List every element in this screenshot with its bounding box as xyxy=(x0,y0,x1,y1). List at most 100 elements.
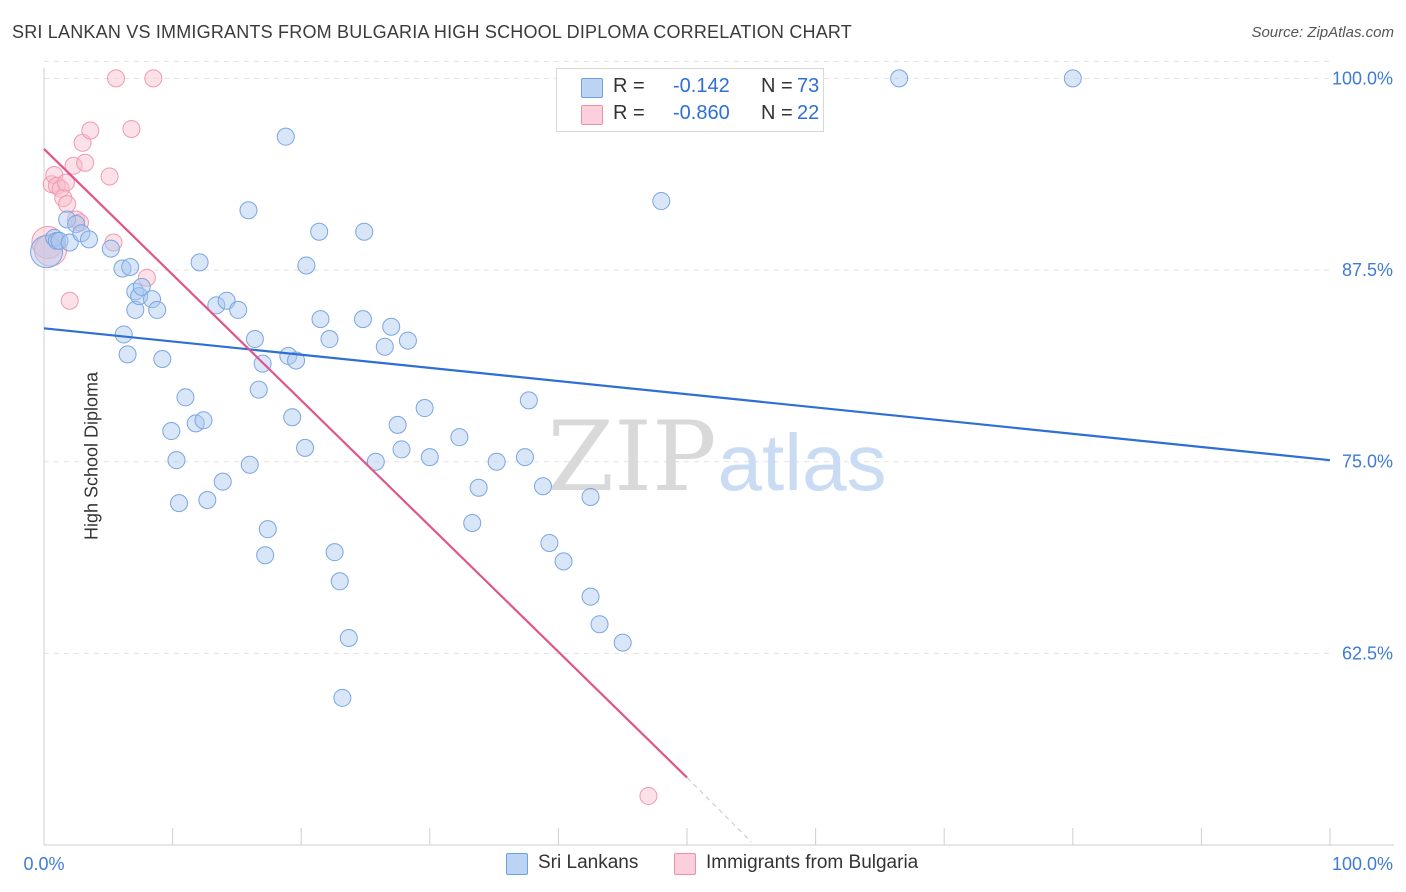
legend-r-value: -0.860 xyxy=(673,102,730,124)
srilankan-point xyxy=(276,127,295,146)
y-tick-label: 62.5% xyxy=(1342,643,1393,663)
y-tick-label: 87.5% xyxy=(1342,260,1393,280)
srilankan-point xyxy=(239,201,258,220)
watermark-atlas: atlas xyxy=(718,418,887,507)
srilankan-point xyxy=(339,629,358,648)
srilankan-point xyxy=(382,317,401,336)
source-credit: Source: ZipAtlas.com xyxy=(1251,24,1394,41)
srilankan-point xyxy=(249,380,268,399)
legend-n-value: 73 xyxy=(797,75,820,97)
bulgaria-point xyxy=(137,268,156,287)
srilankan-point xyxy=(245,330,264,349)
srilankan-point xyxy=(240,455,259,474)
srilankan-point xyxy=(101,239,120,258)
legend-n-value: 22 xyxy=(797,102,820,124)
srilankan-point xyxy=(450,428,469,447)
bulgaria-point xyxy=(60,291,79,310)
bottom-legend-swatch-srilankans xyxy=(506,853,528,875)
srilankan-point xyxy=(325,543,344,562)
bulgaria-point xyxy=(107,69,126,88)
srilankan-point xyxy=(170,494,189,513)
bulgaria-point xyxy=(144,69,163,88)
srilankan-point xyxy=(176,388,195,407)
chart-title: SRI LANKAN VS IMMIGRANTS FROM BULGARIA H… xyxy=(12,22,853,42)
srilankan-point xyxy=(126,300,145,319)
srilankan-point xyxy=(213,472,232,491)
srilankan-point xyxy=(143,290,162,309)
srilankan-point xyxy=(392,440,411,459)
y-tick-labels: 62.5% 75.0% 87.5% 100.0% xyxy=(1332,68,1393,663)
srilankan-point xyxy=(463,514,482,533)
srilankan-point xyxy=(113,259,132,278)
bulgaria-point xyxy=(639,786,658,805)
srilankan-point xyxy=(333,688,352,707)
srilankan-point xyxy=(167,451,186,470)
srilankan-point xyxy=(297,256,316,275)
srilankan-point xyxy=(590,615,609,634)
srilankan-point xyxy=(118,345,137,364)
srilankan-point xyxy=(58,210,77,229)
srilankan-point xyxy=(190,253,209,272)
x-tick-label: 0.0% xyxy=(23,854,64,874)
legend-r-value: -0.142 xyxy=(673,75,730,97)
x-tick-label: 100.0% xyxy=(1332,854,1393,874)
srilankan-point xyxy=(311,310,330,329)
srilankan-point xyxy=(67,215,86,234)
srilankan-point xyxy=(148,300,167,319)
srilankan-point xyxy=(330,572,349,591)
srilankan-point xyxy=(420,448,439,467)
watermark-zip: ZIP xyxy=(547,401,716,513)
srilankan-point xyxy=(388,415,407,434)
srilankan-point xyxy=(375,337,394,356)
legend-r-label: R = xyxy=(613,75,645,97)
legend-swatch-bulgaria xyxy=(581,105,603,125)
srilankan-point xyxy=(310,222,329,241)
legend-n-label: N = xyxy=(761,75,793,97)
srilankan-point xyxy=(153,349,172,368)
y-tick-label: 100.0% xyxy=(1332,68,1393,88)
srilankan-point xyxy=(198,491,217,510)
srilankan-point xyxy=(283,408,302,427)
srilankan-point xyxy=(613,633,632,652)
srilankan-point xyxy=(320,330,339,349)
grid-lines xyxy=(44,60,1330,654)
axes xyxy=(43,68,1394,846)
srilankan-point xyxy=(162,422,181,441)
legend-swatch-srilankans xyxy=(581,78,603,98)
srilankan-point xyxy=(366,452,385,471)
trend-lines xyxy=(43,148,1331,843)
series-bulgaria-points xyxy=(31,69,658,805)
series-srilankan-points xyxy=(30,69,1082,707)
legend-r-label: R = xyxy=(613,102,645,124)
srilankan-point xyxy=(121,257,140,276)
srilankan-trend-line xyxy=(43,327,1331,462)
x-tick-labels: 0.0% 100.0% xyxy=(23,854,1393,874)
y-tick-label: 75.0% xyxy=(1342,452,1393,472)
srilankan-point xyxy=(652,192,671,211)
bottom-legend-label-bulgaria: Immigrants from Bulgaria xyxy=(706,852,919,873)
srilankan-point xyxy=(296,438,315,457)
srilankan-point xyxy=(533,477,552,496)
srilankan-point xyxy=(890,69,909,88)
srilankan-point xyxy=(207,296,226,315)
srilankan-point xyxy=(487,452,506,471)
srilankan-point xyxy=(515,448,534,467)
srilankan-point xyxy=(256,546,275,565)
srilankan-point xyxy=(469,478,488,497)
legend-n-label: N = xyxy=(761,102,793,124)
srilankan-point xyxy=(258,520,277,539)
srilankan-point xyxy=(581,587,600,606)
bulgaria-point xyxy=(64,156,83,175)
srilankan-point xyxy=(287,351,306,370)
bulgaria-point xyxy=(100,167,119,186)
srilankan-point xyxy=(581,487,600,506)
srilankan-point xyxy=(519,391,538,410)
stats-legend: R = -0.142 N = 73 R = -0.860 N = 22 xyxy=(556,68,824,132)
bulgaria-point xyxy=(31,225,65,259)
bulgaria-point xyxy=(81,121,100,140)
bulgaria-point xyxy=(122,119,141,138)
srilankan-point xyxy=(114,325,133,344)
srilankan-point xyxy=(229,300,248,319)
srilankan-point xyxy=(80,230,99,249)
